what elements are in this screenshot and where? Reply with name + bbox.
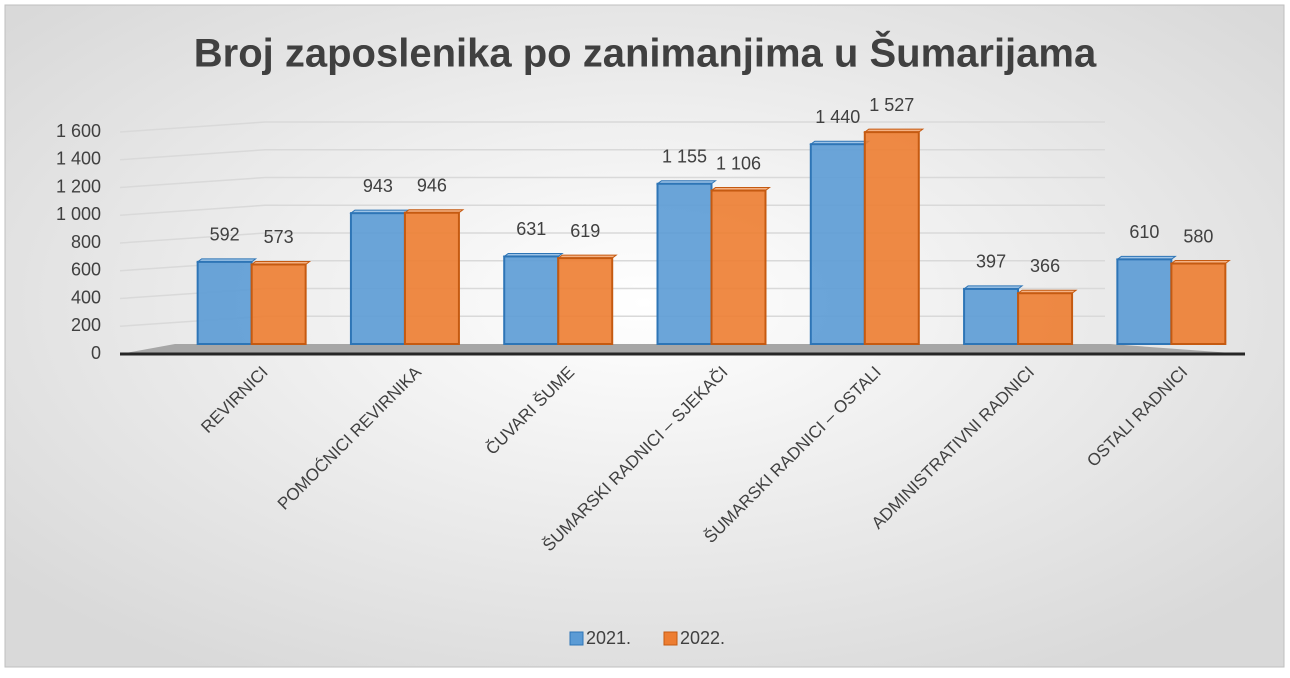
bar xyxy=(503,255,560,346)
data-label: 366 xyxy=(1030,256,1060,276)
legend-label: 2022. xyxy=(680,628,725,648)
data-label: 592 xyxy=(210,225,240,245)
bar xyxy=(349,212,406,345)
data-label: 1 106 xyxy=(716,153,761,173)
bar xyxy=(196,260,253,345)
y-tick-label: 1 600 xyxy=(56,121,101,141)
bar xyxy=(1116,258,1173,345)
data-label: 573 xyxy=(264,227,294,247)
y-tick-label: 0 xyxy=(91,343,101,363)
bar xyxy=(1017,292,1074,345)
floor xyxy=(120,344,1245,354)
y-tick-label: 1 400 xyxy=(56,149,101,169)
data-label: 631 xyxy=(516,219,546,239)
chart-title: Broj zaposlenika po zanimanjima u Šumari… xyxy=(194,30,1097,76)
bar xyxy=(250,263,307,345)
data-label: 946 xyxy=(417,175,447,195)
bar xyxy=(863,131,920,345)
data-label: 619 xyxy=(570,221,600,241)
bar xyxy=(1170,262,1227,345)
legend-swatch xyxy=(569,631,584,646)
bar xyxy=(557,257,614,345)
y-tick-label: 400 xyxy=(71,287,101,307)
bar xyxy=(963,287,1020,346)
data-label: 1 527 xyxy=(869,95,914,115)
data-label: 943 xyxy=(363,176,393,196)
y-tick-label: 600 xyxy=(71,260,101,280)
legend-swatch xyxy=(663,631,678,646)
bar xyxy=(809,143,866,345)
legend-label: 2021. xyxy=(586,628,631,648)
y-tick-label: 800 xyxy=(71,232,101,252)
data-label: 1 440 xyxy=(815,107,860,127)
data-label: 397 xyxy=(976,252,1006,272)
y-tick-label: 1 200 xyxy=(56,176,101,196)
y-tick-label: 1 000 xyxy=(56,204,101,224)
bar xyxy=(656,182,713,345)
data-label: 580 xyxy=(1183,226,1213,246)
bar xyxy=(710,189,767,345)
data-label: 610 xyxy=(1129,222,1159,242)
bar xyxy=(403,211,460,345)
data-label: 1 155 xyxy=(662,146,707,166)
y-tick-label: 200 xyxy=(71,315,101,335)
grid-line xyxy=(119,121,1105,133)
